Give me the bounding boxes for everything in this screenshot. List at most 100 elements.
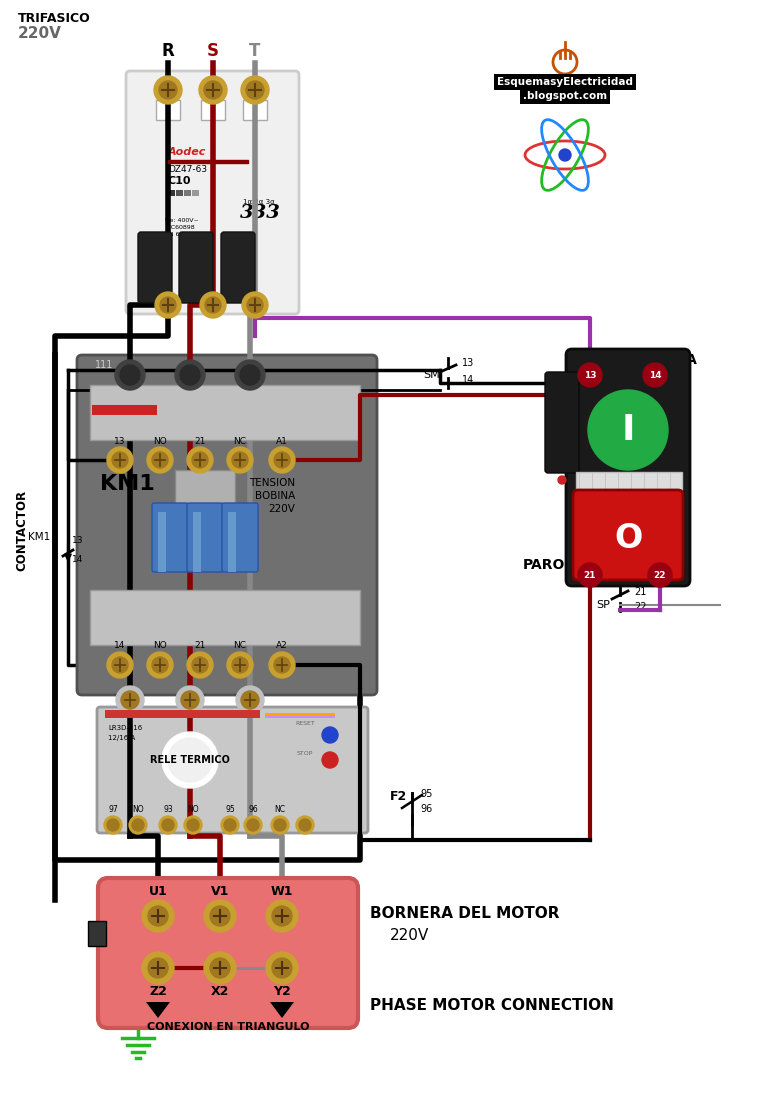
Circle shape — [266, 952, 298, 984]
Circle shape — [142, 952, 174, 984]
Text: Ue: 400V~
IEC60898
EN 60898: Ue: 400V~ IEC60898 EN 60898 — [165, 218, 199, 237]
Circle shape — [148, 958, 168, 978]
Text: R: R — [162, 42, 174, 60]
Circle shape — [227, 447, 253, 474]
Circle shape — [184, 816, 202, 834]
Circle shape — [247, 820, 259, 831]
Text: 93: 93 — [163, 805, 173, 814]
Text: O: O — [614, 521, 642, 554]
Text: BORNERA DEL MOTOR: BORNERA DEL MOTOR — [370, 906, 559, 920]
FancyBboxPatch shape — [187, 503, 223, 572]
Bar — [105, 710, 260, 718]
Circle shape — [187, 652, 213, 678]
Circle shape — [155, 292, 181, 318]
Bar — [92, 405, 157, 415]
Bar — [168, 160, 248, 163]
Circle shape — [192, 657, 208, 673]
Text: 13: 13 — [462, 358, 474, 368]
Text: RELE TERMICO: RELE TERMICO — [150, 755, 230, 765]
Bar — [201, 100, 225, 120]
Text: SP: SP — [596, 600, 610, 610]
Text: NC: NC — [233, 437, 246, 446]
Text: 22: 22 — [654, 570, 667, 580]
Text: 220V: 220V — [18, 26, 62, 41]
Bar — [193, 512, 201, 572]
Circle shape — [199, 77, 227, 104]
Circle shape — [160, 297, 176, 313]
Circle shape — [148, 906, 168, 926]
Circle shape — [120, 365, 140, 385]
Circle shape — [240, 365, 260, 385]
Text: NO: NO — [153, 641, 167, 651]
Text: 13: 13 — [72, 536, 84, 545]
Polygon shape — [146, 1003, 170, 1018]
Text: U1: U1 — [149, 885, 167, 898]
Circle shape — [107, 447, 133, 474]
Circle shape — [272, 958, 292, 978]
Text: LR3D-216: LR3D-216 — [108, 725, 142, 731]
Circle shape — [227, 652, 253, 678]
Circle shape — [168, 737, 212, 782]
Circle shape — [152, 657, 168, 673]
Circle shape — [274, 452, 290, 468]
Circle shape — [274, 820, 286, 831]
Circle shape — [107, 652, 133, 678]
Text: RESET: RESET — [295, 721, 315, 726]
Text: KM1: KM1 — [100, 474, 155, 494]
Bar — [176, 190, 183, 196]
Circle shape — [147, 447, 173, 474]
Circle shape — [104, 816, 122, 834]
FancyBboxPatch shape — [545, 372, 579, 474]
Circle shape — [224, 820, 236, 831]
Text: 21: 21 — [634, 587, 646, 597]
Circle shape — [272, 906, 292, 926]
Text: 220V: 220V — [390, 928, 429, 943]
Circle shape — [269, 652, 295, 678]
Circle shape — [578, 363, 602, 387]
Text: 333: 333 — [240, 204, 281, 222]
Bar — [265, 713, 335, 716]
Bar — [576, 472, 682, 490]
FancyBboxPatch shape — [126, 71, 299, 314]
Text: 1α 2α 3α: 1α 2α 3α — [243, 199, 275, 205]
FancyBboxPatch shape — [222, 503, 258, 572]
Text: 111: 111 — [95, 360, 113, 370]
Text: T: T — [249, 42, 261, 60]
Text: F2: F2 — [390, 790, 407, 803]
FancyBboxPatch shape — [98, 878, 358, 1028]
Circle shape — [578, 563, 602, 587]
Circle shape — [241, 691, 259, 709]
Text: 21: 21 — [195, 437, 206, 446]
Text: 21: 21 — [584, 570, 597, 580]
Bar — [168, 190, 175, 196]
Text: NO: NO — [153, 437, 167, 446]
Circle shape — [154, 77, 182, 104]
Text: 13: 13 — [584, 370, 597, 379]
Circle shape — [648, 563, 672, 587]
FancyBboxPatch shape — [573, 490, 683, 580]
Circle shape — [162, 820, 174, 831]
Text: Aodec: Aodec — [168, 147, 207, 157]
Text: SM: SM — [423, 370, 440, 380]
Circle shape — [204, 901, 236, 932]
Circle shape — [247, 297, 263, 313]
Text: TENSION
BOBINA
220V: TENSION BOBINA 220V — [249, 478, 295, 515]
Text: 14: 14 — [462, 375, 474, 385]
Circle shape — [204, 952, 236, 984]
Text: 22: 22 — [634, 602, 647, 612]
Text: DZ47-63: DZ47-63 — [168, 165, 207, 174]
Text: KM1: KM1 — [28, 532, 50, 542]
Text: PARO: PARO — [523, 558, 565, 572]
Bar — [243, 100, 267, 120]
Circle shape — [322, 752, 338, 769]
Circle shape — [152, 452, 168, 468]
FancyBboxPatch shape — [179, 232, 213, 303]
Circle shape — [180, 365, 200, 385]
Polygon shape — [270, 1003, 294, 1018]
Text: 95: 95 — [225, 805, 235, 814]
Bar — [156, 100, 180, 120]
Bar — [175, 470, 235, 510]
Circle shape — [121, 691, 139, 709]
Bar — [265, 713, 335, 718]
Text: 13: 13 — [114, 437, 125, 446]
